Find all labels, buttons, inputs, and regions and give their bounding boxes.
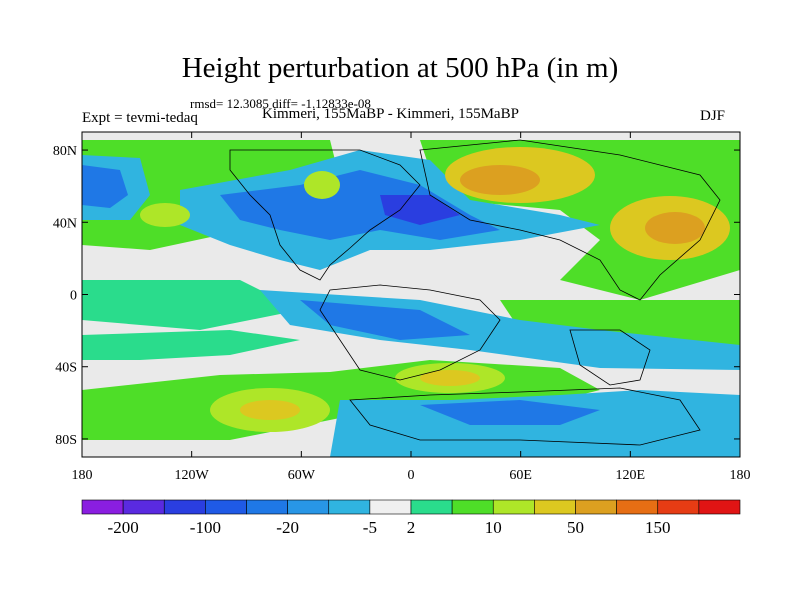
comparison-label: Kimmeri, 155MaBP - Kimmeri, 155MaBP (262, 106, 519, 122)
plot-title: Height perturbation at 500 hPa (in m) (181, 52, 619, 84)
x-tick-label: 60W (288, 468, 316, 483)
colorbar-label: 2 (407, 518, 416, 537)
colorbar: -200 -100 -20 -5 2 10 50 150 (81, 499, 741, 537)
colorbar-label: 10 (485, 518, 502, 537)
colorbar-swatch (451, 499, 494, 515)
contour-core-yellow-west (140, 203, 190, 227)
colorbar-swatch (657, 499, 700, 515)
contour-core-yellow-greenland (304, 171, 340, 199)
colorbar-swatch (369, 499, 412, 515)
y-tick-label: 0 (70, 289, 77, 304)
contour-core-orange-south-west (240, 400, 300, 420)
contour-field (82, 132, 740, 457)
colorbar-label: -5 (363, 518, 377, 537)
colorbar-label: -100 (190, 518, 221, 537)
colorbar-swatch (205, 499, 247, 515)
colorbar-swatch (575, 499, 617, 515)
colorbar-swatch (492, 499, 535, 515)
contour-band-blue-south (420, 400, 600, 425)
colorbar-label: 50 (567, 518, 584, 537)
contour-core-orange-south (420, 370, 480, 386)
colorbar-swatch (122, 499, 165, 515)
x-tick-label: 120E (616, 468, 646, 483)
stats-label: rmsd= 12.3085 diff= -1.12833e-08 (190, 96, 371, 111)
colorbar-swatch (287, 499, 330, 515)
colorbar-swatch (163, 499, 206, 515)
x-axis: 180 120W 60W 0 60E 120E 180 (72, 132, 751, 483)
y-tick-label: 40N (53, 216, 77, 231)
colorbar-label: -200 (108, 518, 139, 537)
x-tick-label: 0 (408, 468, 415, 483)
colorbar-swatch (246, 499, 288, 515)
coastline-australia-antarctica (349, 387, 701, 446)
colorbar-swatch (616, 499, 659, 515)
coastline-south-america-africa (319, 284, 501, 381)
x-tick-label: 180 (730, 468, 751, 483)
colorbar-swatch (698, 499, 741, 515)
y-tick-label: 80S (55, 433, 77, 448)
y-tick-label: 80N (53, 144, 77, 159)
colorbar-label: -20 (276, 518, 299, 537)
colorbar-swatch (328, 499, 371, 515)
x-tick-label: 60E (509, 468, 532, 483)
contour-band-blue-equator (300, 300, 470, 340)
contour-core-dark-blue (380, 195, 460, 225)
y-tick-label: 40S (55, 361, 77, 376)
contour-core-blue-far-west (82, 165, 128, 208)
experiment-label: Expt = tevmi-tedaq (82, 110, 198, 126)
coastlines (229, 139, 721, 446)
x-tick-label: 120W (175, 468, 210, 483)
x-tick-label: 180 (72, 468, 93, 483)
contour-core-orange-east-inner (645, 212, 705, 244)
season-label: DJF (700, 108, 726, 124)
colorbar-label: 150 (645, 518, 671, 537)
colorbar-swatch (410, 499, 453, 515)
contour-band-green-west-tropics (82, 280, 300, 330)
colorbar-swatch (81, 499, 124, 515)
colorbar-swatch (534, 499, 576, 515)
y-axis: 80N 40N 0 40S 80S (53, 144, 740, 448)
coastline-eurasia (419, 139, 721, 301)
contour-core-orange-north-inner (460, 165, 540, 195)
coastline-india (569, 329, 651, 386)
coastline-north-america (229, 149, 421, 281)
contour-band-green-south-west (82, 330, 300, 360)
